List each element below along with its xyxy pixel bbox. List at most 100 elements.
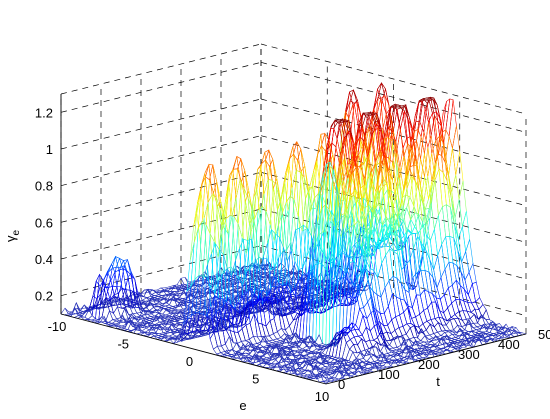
surface-cell (465, 239, 474, 274)
surface-cell (398, 326, 407, 336)
surface-cell (349, 343, 358, 354)
surface-cell (395, 123, 404, 168)
surface-cell (438, 168, 447, 208)
surface-cell (352, 351, 361, 360)
surface-cell (409, 325, 418, 339)
top-edge-back (260, 43, 527, 115)
surface-cell (373, 82, 382, 109)
x-tick-label: -5 (117, 337, 129, 352)
x-axis-line (60, 313, 327, 385)
z-axis-label: γe (3, 230, 22, 243)
y-tick-label: 300 (458, 347, 480, 362)
surface-cell (349, 89, 358, 105)
surface-cell (405, 327, 414, 340)
x-axis-label: e (239, 398, 246, 413)
surface-cell (449, 236, 458, 267)
surface-cell (71, 301, 80, 315)
z-gridline-back (60, 208, 262, 260)
x-tick-label: 0 (186, 354, 193, 369)
surface-cell (400, 110, 409, 157)
surface-cell (355, 292, 364, 309)
surface-cell (102, 279, 111, 301)
surface-cell (459, 298, 468, 312)
surface-cell (412, 294, 420, 318)
surface-cell (257, 322, 266, 337)
y-tick-label: 200 (418, 357, 440, 372)
z-gridline-back (60, 135, 262, 187)
surface-cell (468, 282, 476, 304)
surface-cell (464, 289, 473, 304)
surface-cell (361, 338, 370, 351)
surface-cell (384, 305, 392, 326)
y-tick-label: 500 (538, 327, 550, 342)
z-tick-label: 0.6 (35, 215, 53, 230)
surface-cell (342, 332, 351, 344)
z-tick-label: 0.2 (35, 289, 53, 304)
surface-cell (450, 196, 459, 240)
surface-cell (169, 296, 178, 307)
surface-cell (389, 337, 398, 349)
surface-cell (410, 226, 420, 235)
surface-cell (380, 286, 389, 314)
surface-cell (322, 380, 331, 384)
z-gridline-back (60, 245, 262, 297)
surface-cell (295, 169, 304, 229)
surface-cell (416, 121, 425, 159)
surface-cell (414, 98, 423, 117)
z-gridline-side (260, 135, 527, 207)
surface-cell (265, 319, 274, 337)
surface-cell (458, 180, 467, 227)
y-axis-line (325, 333, 527, 385)
surface-cell (269, 318, 278, 335)
surface-cell (468, 262, 477, 285)
x-tick-label: 5 (252, 372, 259, 387)
surface-cell (445, 236, 454, 264)
surface-cell (348, 351, 357, 363)
surface-cell (430, 318, 439, 328)
z-tick-label: 1 (46, 142, 53, 157)
surface-cell (285, 325, 294, 336)
surface-cell (426, 203, 435, 242)
surface-cell (478, 303, 487, 318)
z-gridline-back (60, 171, 262, 223)
surface-cell (358, 314, 367, 336)
surface-cell (443, 307, 452, 322)
surface-cell (199, 218, 208, 280)
surface-cell (399, 298, 408, 313)
surface-cell (277, 327, 286, 339)
surface-cell (113, 306, 122, 320)
surface-cell (404, 289, 413, 309)
z-axis-label-main: γ (3, 235, 18, 242)
surface-cell (253, 313, 262, 338)
surface-cell (117, 306, 126, 319)
surface-cell (427, 301, 436, 320)
surface-cell (261, 323, 270, 337)
surface-cell (229, 336, 238, 351)
surface-cell (168, 334, 178, 338)
surface-cell (455, 298, 464, 312)
surface-cell (271, 338, 281, 343)
top-edge-left (60, 43, 262, 95)
surface-cell (466, 310, 475, 319)
surface-cell (276, 337, 285, 342)
surface-cell (424, 269, 433, 295)
surface-cell (262, 211, 271, 260)
surface-mesh (60, 82, 528, 384)
x-tick-label: 10 (315, 389, 329, 404)
surface-cell (111, 255, 120, 273)
surface-cell (454, 199, 463, 240)
surface-cell (449, 318, 458, 331)
surface-cell (281, 314, 290, 331)
x-tick-label: -10 (48, 319, 67, 334)
surface-cell (426, 234, 434, 270)
y-tick-label: 400 (498, 337, 520, 352)
surface-cell (344, 359, 353, 363)
surface-cell (411, 316, 420, 328)
surface-cell (467, 302, 476, 313)
z-axis-label-sub: e (11, 230, 22, 236)
surface-cell (295, 333, 303, 339)
axis-ticks: -10-5051001002003004005000.20.40.60.811.… (35, 94, 550, 404)
surface-cell (285, 153, 294, 203)
surface-cell (345, 348, 354, 362)
surface-cell (386, 351, 396, 356)
